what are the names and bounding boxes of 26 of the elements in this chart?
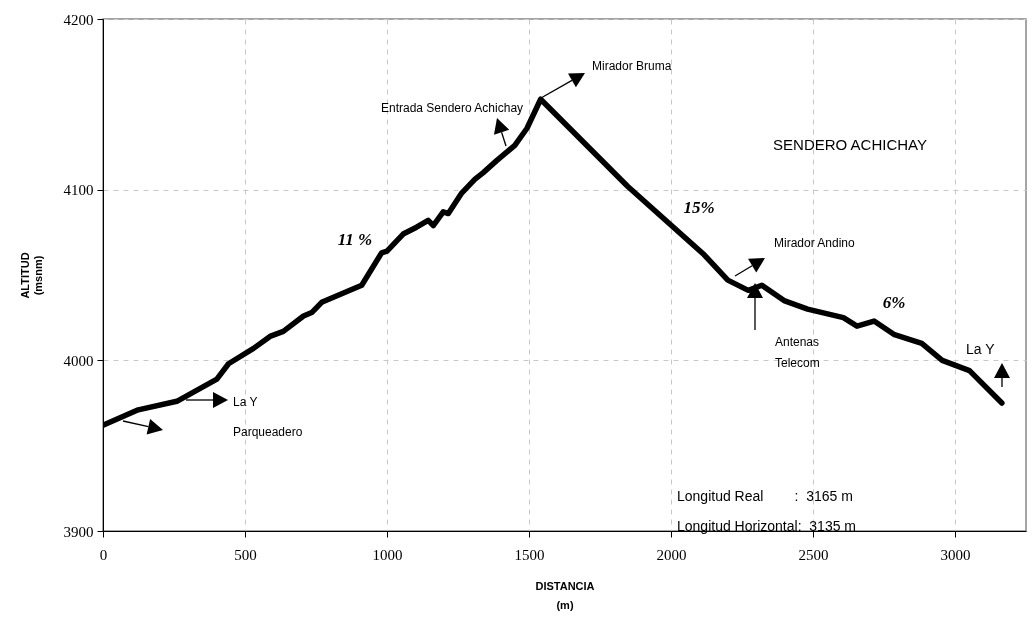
- x-tick-label: 1000: [372, 546, 403, 563]
- y-tick-label: 4200: [63, 11, 94, 28]
- annotation: 11 %: [337, 230, 373, 249]
- annotation: Mirador Andino: [774, 236, 856, 250]
- annotation: Mirador Bruma: [592, 59, 672, 73]
- x-tick-label: 0: [99, 546, 108, 563]
- x-tick-label: 500: [234, 546, 257, 563]
- annotation: 6%: [882, 293, 906, 312]
- annotation: SENDERO ACHICHAY: [773, 136, 927, 153]
- annotation: 15%: [683, 198, 715, 217]
- x-tick-label: 1500: [514, 546, 545, 563]
- annotation: Entrada Sendero Achichay: [380, 101, 524, 115]
- annotation: Parqueadero: [233, 425, 303, 439]
- y-tick-label: 3900: [63, 523, 94, 540]
- x-tick-label: 2000: [656, 546, 687, 563]
- annotation: Antenas Telecom: [775, 335, 820, 370]
- annotation: La Y: [966, 341, 996, 357]
- y-tick-label: 4000: [63, 352, 94, 369]
- y-axis-title: ALTITUD (msnm): [18, 252, 44, 299]
- annotation: Longitud Real : 3165 m: [677, 488, 853, 504]
- y-tick-label: 4100: [63, 182, 94, 199]
- x-tick-label: 3000: [940, 546, 971, 563]
- annotation: Longitud Horizontal: 3135 m: [677, 518, 856, 534]
- x-tick-label: 2500: [798, 546, 829, 563]
- annotation: La Y: [233, 395, 258, 409]
- x-axis-title: DISTANCIA (m): [535, 579, 595, 611]
